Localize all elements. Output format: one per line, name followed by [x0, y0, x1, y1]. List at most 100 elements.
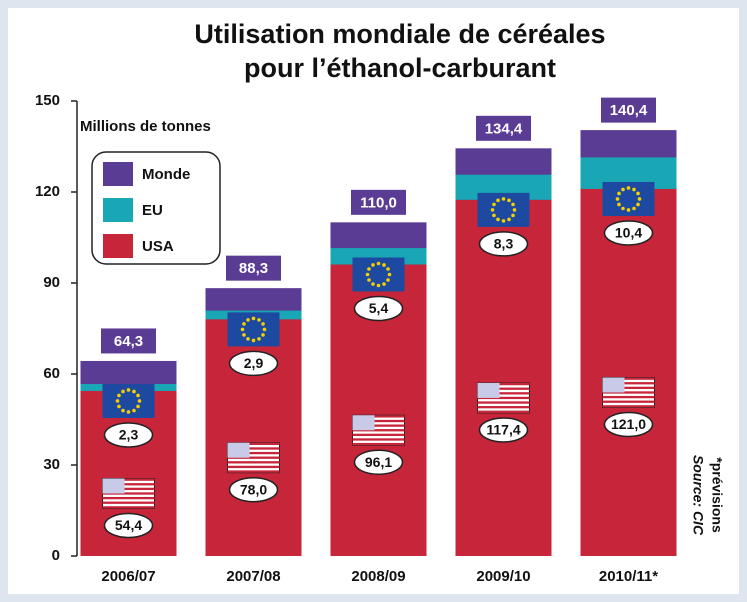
total-box [350, 188, 407, 216]
flag-star [492, 202, 496, 207]
flag-star [365, 272, 370, 277]
y-tick-label: 30 [43, 456, 60, 473]
flag-stripe [602, 405, 655, 408]
legend-label: Monde [142, 166, 190, 183]
label-oval [353, 449, 404, 475]
flag-star [367, 267, 371, 271]
x-tick-label: 2008/09 [351, 568, 405, 585]
flag-stripe [602, 377, 655, 380]
label-oval [353, 295, 404, 322]
value-label: 8,3 [494, 236, 514, 252]
value-label: 10,4 [615, 225, 642, 241]
flag-star [507, 217, 511, 222]
flag-star [117, 404, 121, 409]
flag-stripe [102, 478, 155, 481]
legend-label: EU [142, 202, 163, 219]
flag-star [115, 399, 120, 403]
legend-swatch [103, 162, 133, 186]
flag-star [126, 410, 131, 414]
label-oval [478, 231, 529, 257]
total-box [100, 327, 157, 355]
x-tick-label: 2007/08 [226, 568, 280, 585]
value-label: 54,4 [115, 517, 142, 533]
flag-star [367, 278, 371, 282]
flag-star [382, 282, 386, 286]
value-label: 88,3 [239, 260, 268, 277]
flag-star [496, 217, 500, 222]
flag-stripe [102, 483, 155, 486]
flag-canton [477, 382, 500, 398]
flag-stripe [477, 387, 530, 390]
note: *prévisions [709, 457, 725, 533]
flag-stripe [352, 433, 405, 437]
flag-star [136, 393, 140, 398]
flag-stripe [227, 447, 280, 450]
label-oval [603, 220, 654, 246]
value-label: 140,4 [610, 102, 648, 119]
flag-star [126, 388, 131, 392]
flag-star [251, 316, 256, 321]
flag-star [242, 322, 246, 326]
flag-star [496, 198, 500, 203]
flag-star [371, 282, 375, 286]
flag-stripe [352, 429, 405, 432]
flag-star [132, 389, 136, 394]
flag-star [636, 202, 640, 207]
flag-star [240, 327, 245, 332]
flag-stripe [102, 501, 155, 504]
value-label: 78,0 [240, 481, 267, 497]
flag-star [261, 322, 265, 326]
flag-star [501, 219, 506, 223]
flag-star [512, 208, 517, 212]
flag-star [387, 272, 392, 277]
y-tick-label: 120 [35, 183, 60, 200]
bar-usa [580, 188, 677, 556]
total-box [225, 254, 282, 282]
flag-stripe [227, 451, 280, 455]
label-oval [228, 476, 279, 503]
flag-canton [227, 442, 250, 458]
flag-canton [602, 377, 625, 393]
flag-star [117, 393, 121, 398]
flag-star [257, 318, 261, 322]
flag-star [262, 327, 267, 332]
flag-star [376, 283, 381, 288]
flag-star [501, 197, 506, 201]
flag-stripe [102, 492, 155, 495]
flag-star [621, 187, 625, 192]
flag-stripe [602, 395, 655, 399]
flag-stripe [227, 465, 280, 469]
value-label: 117,4 [486, 422, 520, 438]
flag-stripe [602, 382, 655, 385]
flag-star [251, 338, 256, 343]
flag-stripe [477, 401, 530, 404]
value-label: 5,4 [369, 300, 389, 316]
value-label: 64,3 [114, 333, 143, 350]
value-label: 121,0 [611, 416, 646, 432]
flag-stripe [602, 391, 655, 394]
chart-title: Utilisation mondiale de céréales [194, 19, 605, 49]
flag-star [632, 206, 636, 211]
x-tick-label: 2010/11* [599, 568, 658, 585]
flag-star [121, 389, 125, 394]
flag-star [386, 278, 390, 282]
flag-star [511, 213, 515, 218]
flag-star [617, 191, 621, 196]
value-label: 2,9 [244, 355, 264, 371]
flag-stripe [227, 461, 280, 464]
flag-star [121, 408, 125, 413]
flag-stripe [227, 470, 280, 473]
flag-star [632, 187, 636, 192]
flag-star [246, 337, 250, 341]
bar-usa [455, 199, 552, 557]
flag-star [626, 186, 631, 190]
flag-star [382, 263, 386, 267]
flag-stripe [102, 496, 155, 500]
y-tick-label: 60 [43, 365, 60, 382]
flag-stripe [477, 406, 530, 409]
flag-star [626, 208, 631, 212]
value-label: 2,3 [119, 427, 139, 443]
legend-swatch [103, 234, 133, 258]
flag-star [376, 261, 381, 266]
